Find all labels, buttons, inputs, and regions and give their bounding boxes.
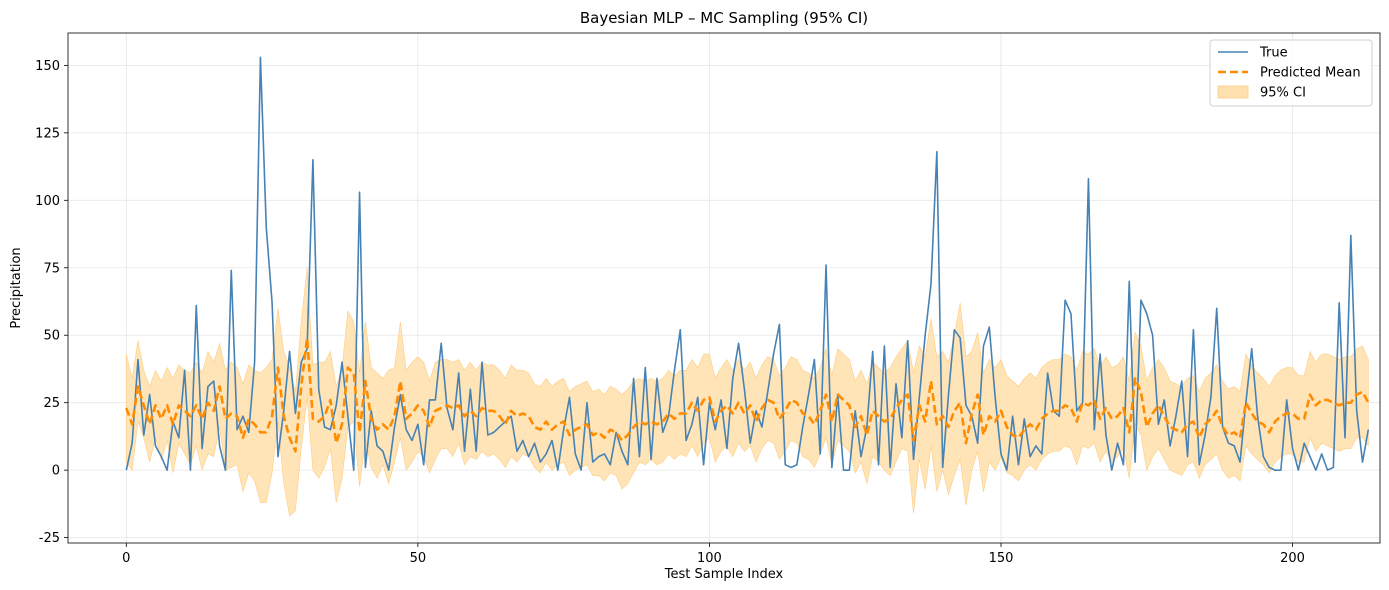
x-axis-label: Test Sample Index bbox=[664, 567, 784, 582]
plot-frame bbox=[67, 32, 1381, 544]
y-tick-label: 125 bbox=[35, 126, 60, 141]
y-tick-label: 0 bbox=[52, 464, 60, 479]
y-axis-label: Precipitation bbox=[9, 247, 24, 328]
mean-series-line bbox=[125, 336, 1370, 453]
ticks: 0 50 100 150 200 -25 0 25 50 75 100 125 150 bbox=[35, 59, 1305, 566]
ci-band-layer bbox=[126, 267, 1369, 517]
mean-series-layer bbox=[125, 336, 1370, 453]
legend: True Predicted Mean 95% CI bbox=[1209, 39, 1373, 107]
legend-box bbox=[1209, 39, 1373, 107]
x-tick-label: 0 bbox=[122, 551, 130, 566]
y-tick-label: 75 bbox=[43, 261, 60, 276]
legend-swatch-ci bbox=[1217, 85, 1249, 99]
chart-title: Bayesian MLP – MC Sampling (95% CI) bbox=[580, 9, 868, 27]
legend-label-ci: 95% CI bbox=[1260, 86, 1306, 101]
x-tick-label: 100 bbox=[697, 551, 722, 566]
y-tick-label: -25 bbox=[39, 531, 60, 546]
ci-band bbox=[126, 267, 1369, 517]
x-tick-label: 150 bbox=[989, 551, 1014, 566]
y-tick-label: 100 bbox=[35, 194, 60, 209]
y-tick-label: 150 bbox=[35, 59, 60, 74]
y-tick-label: 25 bbox=[43, 396, 60, 411]
x-tick-label: 200 bbox=[1280, 551, 1305, 566]
legend-label-mean: Predicted Mean bbox=[1260, 66, 1361, 81]
legend-label-true: True bbox=[1259, 46, 1288, 61]
x-tick-label: 50 bbox=[410, 551, 427, 566]
y-tick-label: 50 bbox=[43, 329, 60, 344]
